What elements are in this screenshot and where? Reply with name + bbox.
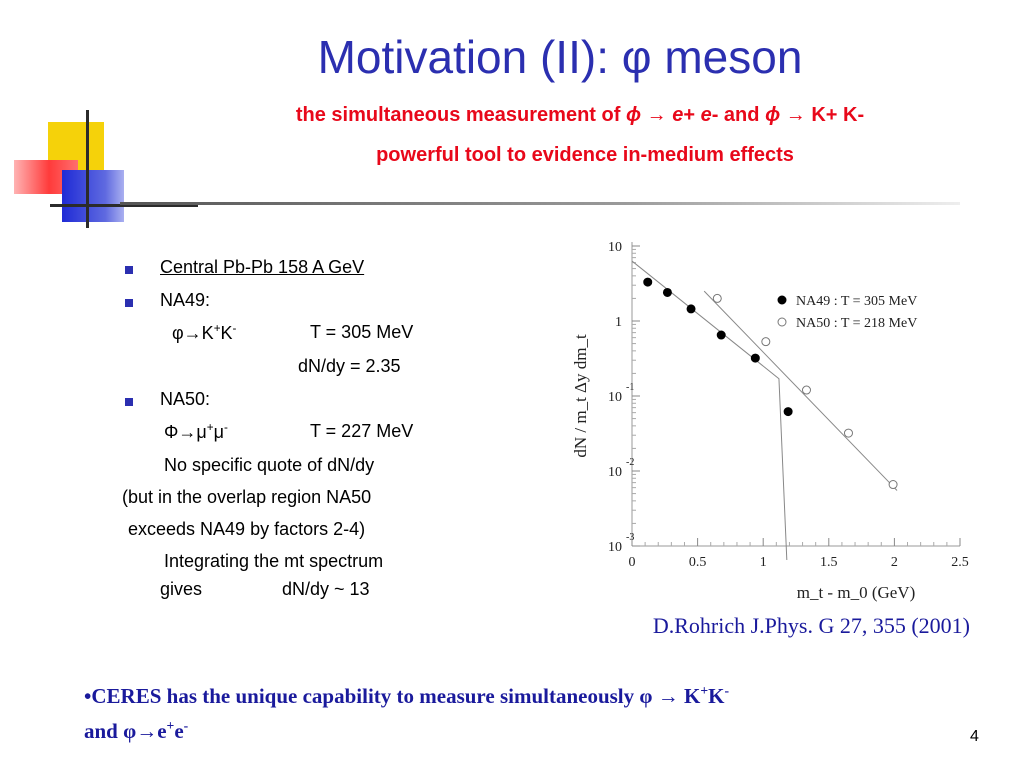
phi-symbol: ϕ [765, 104, 781, 126]
x-tick-label: 0.5 [689, 555, 707, 570]
bullet-central-pbpb: Central Pb-Pb 158 A GeV [160, 257, 365, 277]
na50-reaction: Φ→μ+μ- [164, 421, 228, 443]
na49-reaction: φ→K+K- [172, 322, 236, 344]
kaon-text: → K+ K- [780, 104, 865, 126]
phi-glyph: φ [172, 323, 184, 343]
phi-symbol: ϕ [625, 104, 642, 126]
series-2-point [712, 293, 722, 303]
y-tick-label: 10 [608, 240, 622, 255]
ceres-conclusion: •CERES has the unique capability to meas… [84, 676, 984, 746]
series-1-point [643, 277, 653, 287]
series-1-point [750, 353, 760, 363]
na49-dndy: dN/dy = 2.35 [298, 356, 401, 376]
na50-temperature: T = 227 MeV [310, 421, 414, 441]
legend-marker [777, 295, 787, 305]
series-2-point [843, 428, 853, 438]
na50-note-5a: gives [160, 579, 203, 599]
arrow-glyph: → [183, 323, 202, 343]
subtitle-text: the simultaneous measurement of [295, 104, 626, 126]
y-tick-label: 10 [608, 465, 622, 480]
arrow-glyph: → [178, 422, 197, 442]
mt-spectrum-chart: 0 0.5 1 1.5 2 2.5 10 1 10 -1 10 -2 10 -3 m_t - m_0 (Ge… [571, 240, 969, 602]
charge-sup: - [724, 683, 730, 698]
kaon-glyph: K [201, 323, 214, 343]
conclusion-text-2: and φ→e [84, 719, 167, 743]
and-text: - and [711, 104, 766, 126]
y-tick-exponent: -1 [626, 382, 634, 393]
phi-glyph: Φ [164, 422, 179, 442]
page-number: 4 [970, 728, 979, 745]
na50-note-2: (but in the overlap region NA50 [122, 487, 372, 507]
slide-subtitle: the simultaneous measurement of ϕ → e+ e… [140, 104, 1020, 127]
kaon-glyph: K [220, 323, 233, 343]
charge-sup: - [223, 421, 228, 434]
na50-note-5b: dN/dy ~ 13 [282, 579, 370, 599]
series-1-point [783, 407, 793, 417]
chart-citation: D.Rohrich J.Phys. G 27, 355 (2001) [652, 613, 970, 638]
plus-text: + [683, 104, 701, 126]
slide-subtitle-2: powerful tool to evidence in-medium effe… [376, 144, 794, 166]
title-divider [120, 202, 960, 205]
x-tick-label: 1.5 [820, 555, 838, 570]
bullet-marker [125, 398, 133, 406]
x-tick-label: 0 [629, 555, 636, 570]
electron-glyph: e [174, 719, 184, 743]
charge-sup: + [213, 322, 221, 335]
logo-vertical-line [86, 110, 89, 228]
arrow-text: → [641, 104, 673, 126]
series-2-fit-line [703, 290, 898, 491]
x-axis-label: m_t - m_0 (GeV) [797, 583, 916, 602]
logo-blue-square [62, 170, 124, 222]
bullet-marker [125, 266, 133, 274]
charge-sup: + [206, 421, 214, 434]
series-1-point [716, 330, 726, 340]
x-tick-label: 2 [891, 555, 898, 570]
y-tick-label: 10 [608, 540, 622, 555]
electron-symbol: e [672, 104, 684, 126]
charge-sup: + [166, 718, 175, 733]
bullet-na49: NA49: [160, 290, 211, 310]
conclusion-text: CERES has the unique capability to measu… [91, 684, 701, 708]
charge-sup: - [183, 718, 189, 733]
na50-note-1: No specific quote of dN/dy [164, 455, 375, 475]
series-1-point [686, 304, 696, 314]
y-tick-label: 10 [608, 390, 622, 405]
x-tick-label: 1 [760, 555, 767, 570]
series-2-point [801, 385, 811, 395]
legend-marker [777, 317, 787, 327]
conclusion-bullet: • [84, 684, 92, 708]
y-tick-exponent: -3 [626, 532, 634, 543]
series-2-point [888, 480, 898, 490]
charge-sup: - [232, 322, 237, 335]
legend-entry: NA50 : T = 218 MeV [796, 316, 917, 331]
kaon-glyph: K [708, 684, 725, 708]
y-axis-label: dN / m_t Δy dm_t [571, 334, 590, 458]
na49-temperature: T = 305 MeV [310, 322, 414, 342]
bullet-marker [125, 299, 133, 307]
na50-note-3: exceeds NA49 by factors 2-4) [128, 519, 366, 539]
y-tick-exponent: -2 [626, 457, 634, 468]
x-tick-label: 2.5 [951, 555, 969, 570]
series-2-point [761, 337, 771, 347]
charge-sup: + [700, 683, 709, 698]
logo-horizontal-line [50, 204, 198, 207]
series-1-fit-line [631, 260, 788, 561]
series-1-point [662, 287, 672, 297]
slide-title: Motivation (II): φ meson [317, 31, 803, 83]
na50-note-4: Integrating the mt spectrum [164, 551, 384, 571]
muon-glyph: μ [213, 422, 224, 442]
y-tick-label: 1 [615, 315, 622, 330]
legend-entry: NA49 : T = 305 MeV [796, 294, 917, 309]
muon-glyph: μ [196, 422, 207, 442]
electron-symbol: e [700, 104, 712, 126]
bullet-na50: NA50: [160, 389, 211, 409]
